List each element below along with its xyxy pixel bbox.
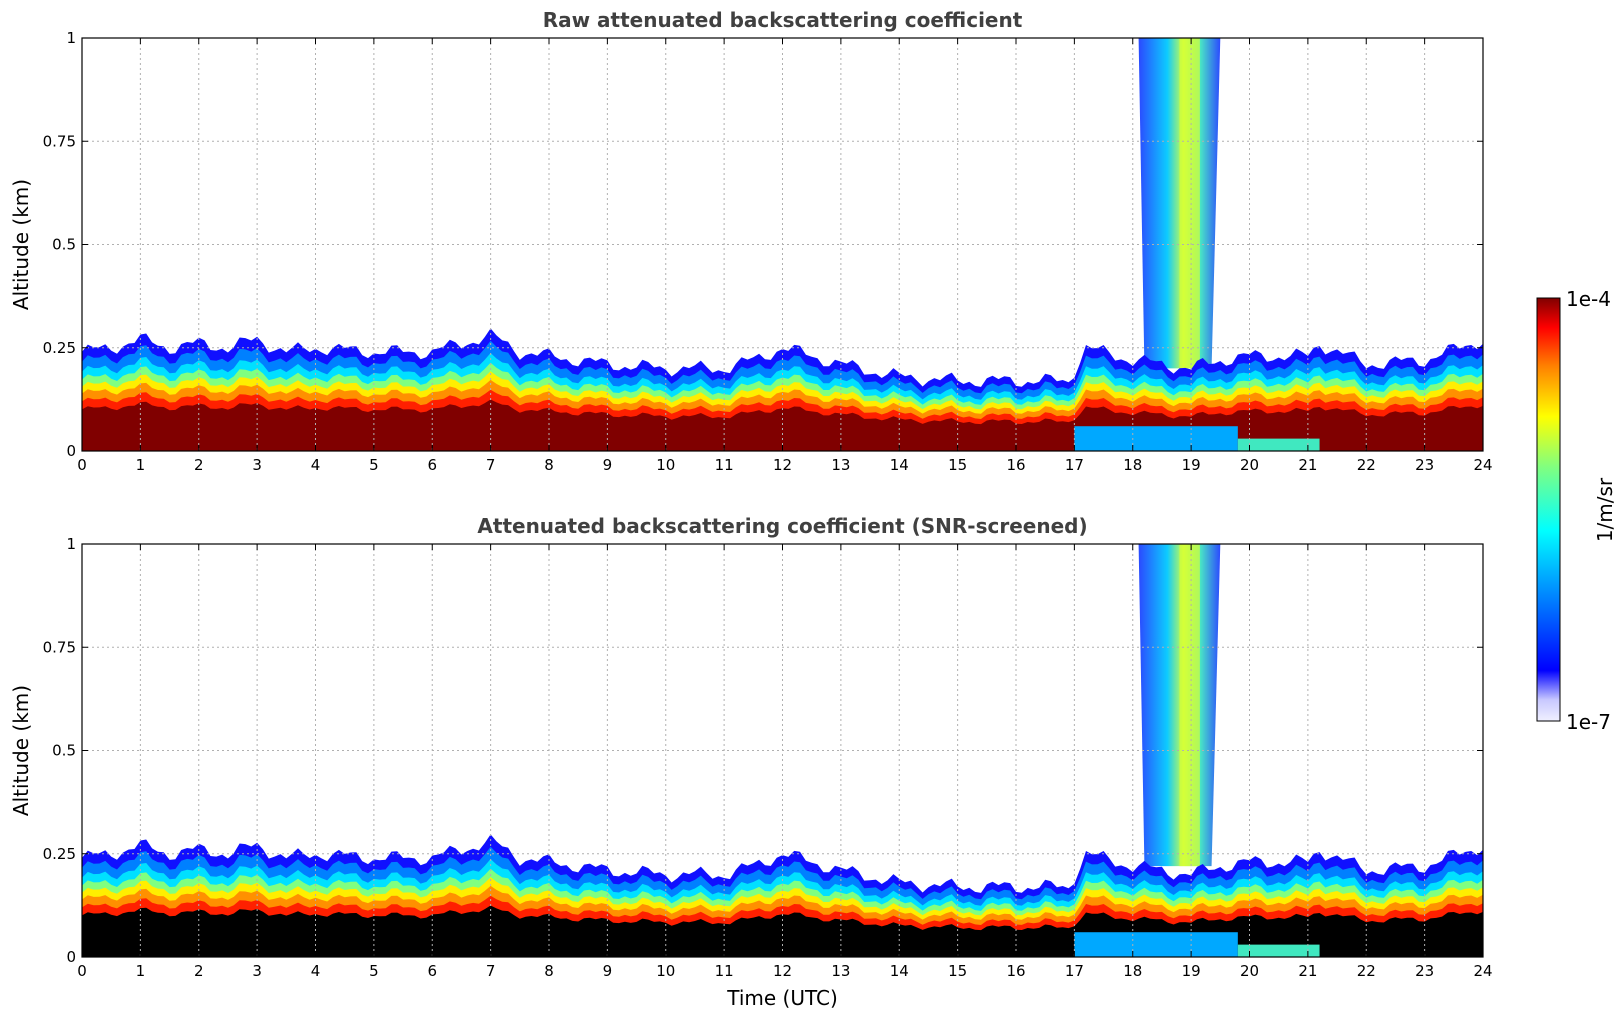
x-tick-label: 19 [1182,456,1201,474]
x-tick-label: 5 [369,456,379,474]
x-tick-label: 13 [831,456,850,474]
y-tick-label: 0.75 [43,638,76,656]
screened-backscatter-panel: 0 1 2 3 4 5 6 7 8 9 10 11 12 13 14 15 16 17 18 19 20 21 22 23 24… [9,514,1493,1010]
x-tick-label: 0 [77,962,87,980]
x-axis-label: Time (UTC) [726,986,838,1010]
y-tick-label: 0 [66,948,76,966]
x-tick-label: 17 [1065,962,1084,980]
y-axis-label: Altitude (km) [9,685,33,816]
colorbar-max-label: 1e-4 [1566,287,1611,311]
x-tick-label: 9 [603,456,613,474]
x-tick-label: 12 [773,456,792,474]
raw-backscatter-panel: 0 1 2 3 4 5 6 7 8 9 10 11 12 13 14 15 16 17 18 19 20 21 22 23 24… [9,8,1493,474]
x-tick-label: 2 [194,962,204,980]
panel-title: Raw attenuated backscattering coefficien… [543,8,1023,32]
x-tick-label: 15 [948,962,967,980]
x-tick-label: 7 [486,456,496,474]
y-tick-label: 0 [66,442,76,460]
colorbar: 1e-4 1e-7 1/m/sr [1536,287,1617,734]
y-tick-label: 0.5 [52,742,76,760]
x-tick-label: 4 [311,962,321,980]
x-tick-label: 7 [486,962,496,980]
y-tick-label: 1 [66,535,76,553]
x-tick-label: 10 [656,456,675,474]
x-tick-label: 20 [1240,456,1259,474]
panel-title: Attenuated backscattering coefficient (S… [477,514,1087,538]
x-tick-label: 1 [136,456,146,474]
x-tick-label: 23 [1415,456,1434,474]
plume-core [1179,38,1200,369]
low-level-aerosol-tail [1237,438,1320,451]
low-level-aerosol [1074,426,1238,451]
x-tick-label: 3 [252,962,262,980]
x-tick-label: 11 [715,456,734,474]
low-level-aerosol-tail [1237,944,1320,957]
x-tick-label: 14 [890,456,909,474]
x-tick-label: 15 [948,456,967,474]
x-tick-label: 21 [1298,962,1317,980]
x-tick-label: 1 [136,962,146,980]
x-tick-label: 16 [1006,962,1025,980]
x-tick-label: 18 [1123,962,1142,980]
x-tick-label: 14 [890,962,909,980]
x-tick-label: 24 [1473,962,1492,980]
x-tick-label: 11 [715,962,734,980]
y-tick-label: 0.5 [52,236,76,254]
x-tick-label: 22 [1357,962,1376,980]
y-tick-label: 0.25 [43,845,76,863]
x-tick-label: 10 [656,962,675,980]
x-tick-label: 6 [427,456,437,474]
colorbar-label: 1/m/sr [1593,477,1617,542]
x-tick-label: 6 [427,962,437,980]
x-tick-label: 8 [544,962,554,980]
x-tick-label: 4 [311,456,321,474]
x-tick-label: 9 [603,962,613,980]
x-tick-label: 0 [77,456,87,474]
x-tick-label: 8 [544,456,554,474]
plume-core [1179,544,1200,867]
y-tick-label: 0.25 [43,339,76,357]
x-tick-label: 17 [1065,456,1084,474]
x-tick-label: 20 [1240,962,1259,980]
y-tick-label: 0.75 [43,132,76,150]
x-tick-label: 3 [252,456,262,474]
x-tick-label: 13 [831,962,850,980]
y-tick-label: 1 [66,29,76,47]
x-tick-label: 16 [1006,456,1025,474]
x-tick-label: 5 [369,962,379,980]
x-tick-label: 21 [1298,456,1317,474]
low-level-aerosol [1074,932,1238,957]
colorbar-gradient [1536,297,1561,722]
colorbar-min-label: 1e-7 [1566,710,1611,734]
x-tick-label: 18 [1123,456,1142,474]
x-tick-label: 2 [194,456,204,474]
x-tick-label: 23 [1415,962,1434,980]
x-tick-label: 12 [773,962,792,980]
y-axis-label: Altitude (km) [9,179,33,310]
x-tick-label: 24 [1473,456,1492,474]
x-tick-label: 19 [1182,962,1201,980]
x-tick-label: 22 [1357,456,1376,474]
